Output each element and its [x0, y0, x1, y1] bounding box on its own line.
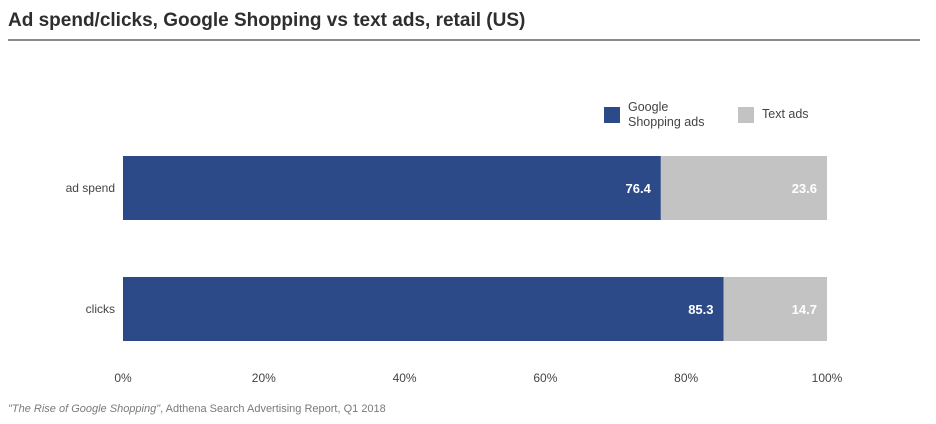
bar-ad-spend-text-ads: [660, 156, 827, 220]
bar-clicks-text-ads: [723, 277, 827, 341]
data-label-clicks-google-shopping: 85.3: [688, 302, 713, 317]
source-details: , Adthena Search Advertising Report, Q1 …: [160, 403, 386, 415]
legend-item-text-ads: Text ads: [738, 100, 809, 123]
category-label-clicks: clicks: [86, 302, 115, 316]
x-tick-label-4: 80%: [674, 371, 698, 385]
legend-item-google-shopping: Google Shopping ads: [604, 100, 718, 130]
chart-title: Ad spend/clicks, Google Shopping vs text…: [8, 10, 526, 31]
source-report-title: "The Rise of Google Shopping": [8, 403, 161, 415]
title-underline: [8, 39, 920, 41]
data-label-clicks-text-ads: 14.7: [792, 302, 817, 317]
x-tick-label-2: 40%: [393, 371, 417, 385]
data-label-ad-spend-google-shopping: 76.4: [626, 181, 652, 196]
legend: Google Shopping ads Text ads: [604, 100, 864, 134]
source-note: "The Rise of Google Shopping", Adthena S…: [8, 403, 386, 415]
bar-ad-spend-google-shopping: [123, 156, 661, 220]
legend-swatch-google-shopping: [604, 107, 620, 123]
legend-swatch-text-ads: [738, 107, 754, 123]
x-tick-label-0: 0%: [114, 371, 132, 385]
x-tick-label-3: 60%: [533, 371, 557, 385]
x-tick-label-5: 100%: [812, 371, 843, 385]
data-label-ad-spend-text-ads: 23.6: [792, 181, 817, 196]
legend-label-text-ads: Text ads: [762, 107, 809, 121]
legend-label-google-shopping: Google Shopping ads: [628, 100, 705, 129]
x-tick-label-1: 20%: [252, 371, 276, 385]
bar-clicks-google-shopping: [123, 277, 724, 341]
category-label-ad-spend: ad spend: [66, 181, 115, 195]
